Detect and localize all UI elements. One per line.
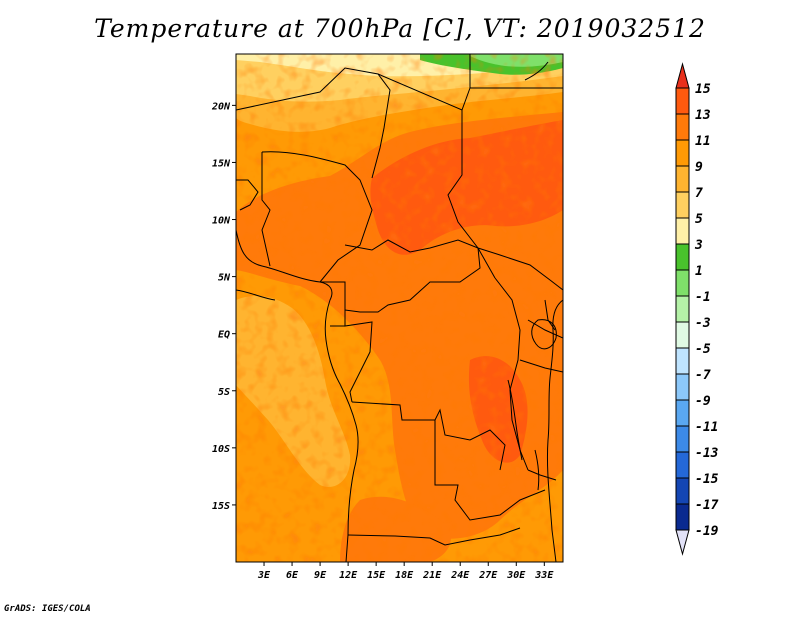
lake-victoria [531, 319, 557, 350]
colorbar-label-0: 15 [695, 82, 711, 97]
lon-tick-label-1: 6E [286, 570, 299, 581]
colorbar: 15 13 11 9 7 5 3 1 -1 -3 -5 -7 -9 -11 -13 -15 -17 -19 [675, 62, 719, 556]
border-angola-drc [351, 401, 506, 471]
colorbar-top-arrow [675, 62, 690, 89]
colorbar-swatch-11 [675, 373, 690, 401]
colorbar-label-11: -7 [695, 368, 711, 383]
colorbar-swatch-8 [675, 295, 690, 323]
colorbar-label-6: 3 [694, 238, 703, 253]
colorbar-swatch-3 [675, 165, 690, 193]
colorbar-label-16: -17 [695, 498, 719, 513]
lon-tick-label-8: 27E [478, 570, 498, 581]
colorbar-swatch-1 [675, 113, 690, 141]
border-chad-sudan [447, 110, 496, 279]
colorbar-bottom-arrow [675, 529, 690, 556]
coastline-east [546, 299, 563, 562]
lon-tick-label-0: 3E [257, 570, 271, 581]
colorbar-label-1: 13 [695, 108, 711, 123]
lon-tick-label-7: 24E [450, 570, 470, 581]
lake-tanganyika [507, 379, 523, 461]
border-kenya [544, 299, 556, 331]
border-nigeria-west [236, 179, 259, 211]
lat-tick-label-1: 15N [212, 158, 231, 169]
colorbar-swatch-0 [675, 87, 690, 115]
border-nigeria [261, 151, 373, 283]
page-title: Temperature at 700hPa [C], VT: 201903251… [94, 14, 706, 43]
lat-tick-label-7: 15S [212, 501, 230, 512]
map-frame [235, 53, 564, 563]
colorbar-label-5: 5 [695, 212, 703, 227]
colorbar-swatch-12 [675, 399, 690, 427]
colorbar-swatch-16 [675, 503, 690, 531]
temperature-field [236, 54, 563, 562]
lat-tick-label-2: 10N [212, 216, 231, 227]
field-speckle-warm [236, 54, 563, 562]
colorbar-swatch-6 [675, 243, 690, 271]
border-gabon [320, 281, 346, 327]
lat-tick-label-5: 5S [218, 387, 230, 398]
colorbar-label-17: -19 [695, 524, 719, 539]
lat-tick-label-4: EQ [218, 330, 230, 341]
border-niger-chad [236, 67, 391, 179]
colorbar-label-4: 7 [695, 186, 703, 201]
lat-tick-label-6: 10S [212, 444, 230, 455]
lat-tick-label-3: 5N [218, 273, 231, 284]
colorbar-label-7: 1 [695, 264, 703, 279]
credit-label: GrADS: IGES/COLA [4, 604, 91, 614]
lat-tick-label-0: 20N [211, 101, 231, 112]
border-tanzania [519, 319, 563, 481]
colorbar-swatch-14 [675, 451, 690, 479]
colorbar-label-10: -5 [695, 342, 711, 357]
lon-tick-label-5: 18E [395, 570, 414, 581]
colorbar-label-12: -9 [695, 394, 711, 409]
lon-tick-label-9: 30E [506, 570, 526, 581]
border-angola-namibia [347, 527, 521, 546]
colorbar-label-9: -3 [695, 316, 711, 331]
lon-tick-label-2: 9E [314, 570, 327, 581]
colorbar-swatch-15 [675, 477, 690, 505]
coastline-gulf-guinea [236, 289, 276, 301]
coastline-west-africa [236, 229, 359, 562]
border-libya-chad [377, 73, 471, 111]
colorbar-swatch-2 [675, 139, 690, 167]
lon-tick-label-4: 15E [367, 570, 386, 581]
colorbar-swatch-10 [675, 347, 690, 375]
colorbar-label-13: -11 [695, 420, 718, 435]
colorbar-label-3: 9 [695, 160, 703, 175]
colorbar-swatch-4 [675, 191, 690, 219]
lon-tick-label-3: 12E [339, 570, 358, 581]
colorbar-swatch-5 [675, 217, 690, 245]
border-angola-zambia [434, 420, 546, 521]
colorbar-label-15: -15 [695, 472, 719, 487]
colorbar-swatch-7 [675, 269, 690, 297]
lon-tick-label-6: 21E [422, 570, 442, 581]
lake-malawi [534, 449, 540, 491]
lon-tick-label-10: 33E [534, 570, 554, 581]
red-sea-coast [524, 61, 549, 81]
country-borders [236, 54, 563, 562]
colorbar-swatch-13 [675, 425, 690, 453]
colorbar-label-8: -1 [695, 290, 711, 305]
border-sudan-south [477, 247, 563, 291]
lon-axis: 3E 6E 9E 12E 15E 18E 21E 24E 27E 30E 33E [257, 562, 554, 581]
colorbar-label-2: 11 [695, 134, 711, 149]
colorbar-label-14: -13 [695, 446, 719, 461]
border-cameroon-car [344, 239, 481, 313]
colorbar-swatch-9 [675, 321, 690, 349]
lat-axis: 20N 15N 10N 5N EQ 5S 10S 15S [211, 101, 236, 512]
